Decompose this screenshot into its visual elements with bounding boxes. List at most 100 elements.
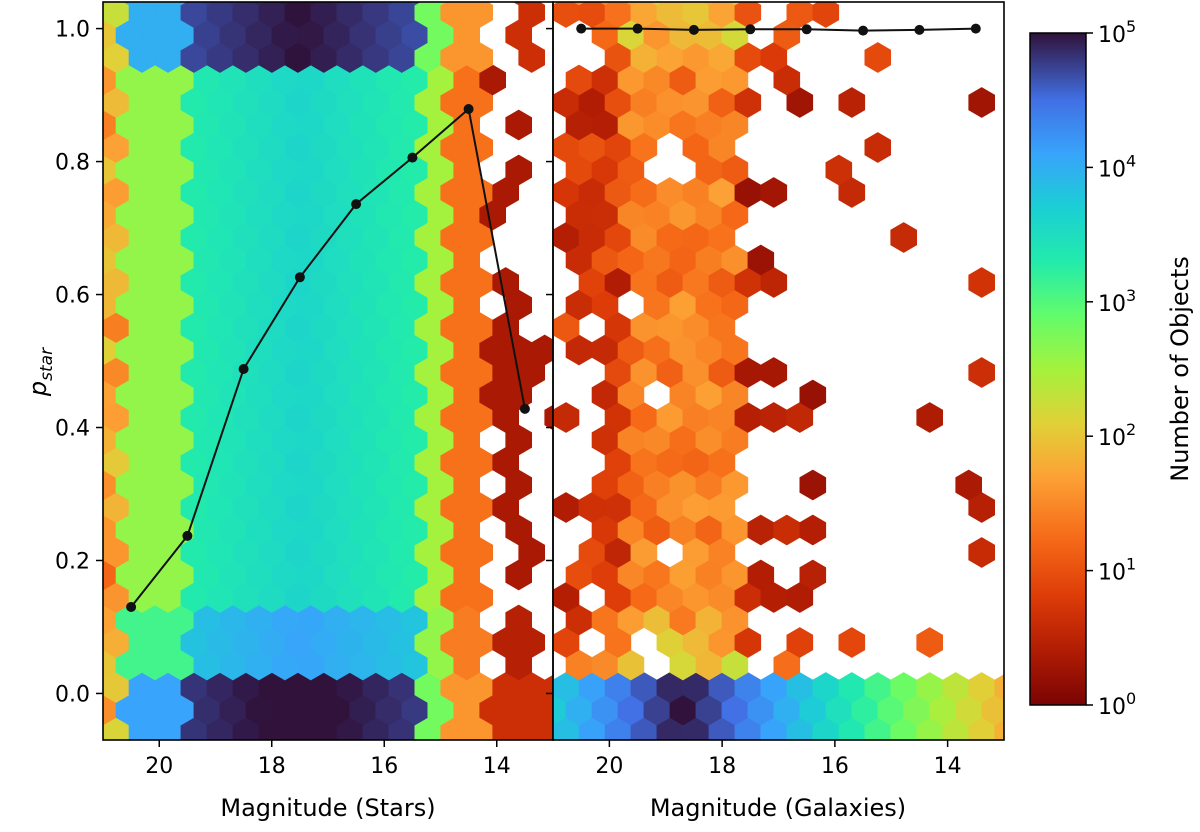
hex-bin: [812, 2, 840, 28]
x-ticks-galaxies: 20 18 16 14: [595, 740, 962, 779]
y-tick-label: 1.0: [55, 18, 90, 43]
x-axis-label-stars: Magnitude (Stars): [220, 794, 435, 822]
hex-bin: [531, 334, 553, 366]
hex-bin: [968, 537, 996, 568]
panel-stars: 20 18 16 14 0.0 0.2 0.4 0.6 0.8 1.0 Magnitude (S…: [24, 1, 584, 822]
series-point: [351, 199, 362, 210]
hex-bin: [799, 379, 827, 411]
hex-bin: [916, 402, 944, 433]
colorbar-tick-label: 105: [1098, 17, 1136, 48]
series-point: [182, 530, 193, 541]
hex-bin: [553, 492, 580, 523]
hex-bin: [578, 739, 580, 740]
colorbar: 100 101 102 103 104 105 Number of Objects: [1029, 17, 1194, 720]
hex-bin: [553, 739, 554, 740]
hexbin-galaxies: [553, 2, 1004, 740]
series-point: [801, 24, 812, 35]
hex-bin: [799, 514, 827, 546]
hex-bin: [760, 739, 762, 740]
x-tick-label: 20: [145, 754, 173, 779]
axes-frame-galaxies: [552, 1, 1005, 741]
hex-bin: [336, 739, 338, 740]
colorbar-frame: [1029, 32, 1087, 706]
x-tick-label: 16: [370, 754, 398, 779]
hex-bin: [544, 719, 553, 740]
hex-bin: [505, 154, 533, 186]
hex-bin: [747, 244, 775, 276]
hex-bin: [310, 739, 312, 740]
series-point: [238, 364, 249, 374]
hex-bin: [553, 402, 580, 433]
hex-bin: [747, 514, 775, 546]
hex-bin: [994, 739, 996, 740]
hex-bin: [786, 627, 814, 658]
hex-bin: [440, 739, 442, 740]
x-ticks-stars: 20 18 16 14: [145, 740, 511, 779]
hex-bin: [916, 627, 944, 658]
x-tick-label: 14: [934, 754, 962, 779]
hex-bin: [838, 627, 866, 658]
panel-galaxies: 20 18 16 14 Magnitude (Galaxies): [552, 1, 1005, 822]
median-line-stars: [126, 104, 530, 612]
hex-bin: [760, 357, 788, 388]
series-point: [294, 272, 305, 283]
hex-bin: [466, 2, 494, 28]
hex-bin: [799, 469, 827, 501]
hex-bin: [968, 267, 996, 298]
series-point: [858, 25, 869, 36]
hex-bin: [773, 514, 801, 546]
series-point: [463, 104, 474, 114]
hex-bin: [206, 739, 208, 740]
hex-bin: [760, 177, 788, 208]
series-point: [914, 24, 925, 35]
hex-bin: [890, 222, 918, 253]
colorbar-tick-label: 104: [1098, 151, 1136, 182]
hex-bin: [682, 739, 684, 740]
colorbar-tick-label: 100: [1098, 689, 1136, 720]
hex-bin: [128, 739, 130, 740]
y-tick-label: 0.8: [55, 151, 90, 176]
colorbar-tick-label: 101: [1098, 555, 1136, 586]
series-point: [632, 23, 643, 34]
hex-bin: [864, 42, 892, 73]
hex-bin: [734, 2, 762, 28]
hex-bin: [864, 739, 866, 740]
hex-bin: [558, 740, 584, 770]
x-tick-label: 16: [821, 754, 849, 779]
hex-bin: [414, 739, 416, 740]
hex-bin: [994, 719, 1004, 740]
hex-bin: [103, 739, 104, 740]
median-line-galaxies: [576, 23, 981, 36]
hex-bin: [466, 739, 468, 740]
hex-bin: [786, 739, 788, 740]
x-tick-label: 18: [708, 754, 736, 779]
x-tick-label: 18: [258, 754, 286, 779]
hex-bin: [760, 402, 788, 433]
colorbar-label: Number of Objects: [1166, 256, 1194, 481]
hex-bin: [747, 559, 775, 591]
y-tick-label: 0.2: [55, 549, 90, 574]
hex-bin: [955, 469, 983, 501]
hex-bin: [544, 404, 553, 431]
y-axis-label: pstar: [24, 347, 57, 397]
hex-bin: [505, 604, 533, 636]
hex-bin: [994, 674, 1004, 701]
y-ticks: 0.0 0.2 0.4 0.6 0.8 1.0: [55, 18, 553, 707]
y-tick-label: 0.0: [55, 682, 90, 707]
series-point: [126, 602, 137, 612]
x-tick-label: 20: [595, 754, 623, 779]
colorbar-tick-label: 103: [1098, 286, 1136, 317]
hex-bin: [825, 154, 853, 186]
hex-bin: [553, 2, 580, 28]
hex-bin: [656, 739, 658, 740]
y-tick-label: 0.6: [55, 284, 90, 309]
hex-bin: [544, 739, 546, 740]
colorbar-ticks: 100 101 102 103 104 105: [1086, 17, 1136, 720]
x-tick-label: 14: [483, 754, 511, 779]
hex-bin: [799, 559, 827, 591]
series-line: [581, 27, 976, 32]
colorbar-tick-label: 102: [1098, 420, 1136, 451]
hex-bin: [838, 87, 866, 118]
series-point: [970, 23, 981, 34]
